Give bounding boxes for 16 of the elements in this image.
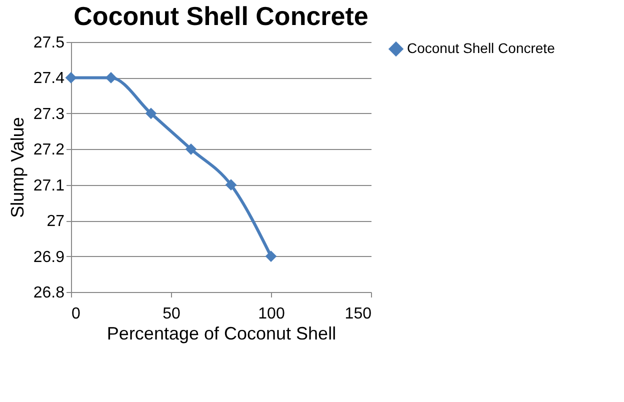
y-tick-label: 27.3 [33, 106, 65, 123]
y-tick-label: 27.5 [33, 34, 65, 52]
chart-title: Coconut Shell Concrete [74, 1, 368, 31]
y-axis-title: Slump Value [7, 117, 28, 218]
x-tick-label: 0 [72, 306, 80, 322]
x-tick-label: 150 [344, 306, 372, 322]
x-tick-label: 100 [258, 306, 285, 322]
y-tick-label: 26.8 [33, 284, 65, 302]
y-tick-label: 27.1 [33, 177, 65, 194]
y-tick-label: 27.2 [33, 142, 65, 159]
legend-label: Coconut Shell Concrete [407, 40, 556, 56]
y-tick-label: 26.9 [33, 248, 65, 266]
y-tick-label: 27 [46, 213, 65, 230]
x-axis-title: Percentage of Coconut Shell [106, 324, 336, 344]
x-tick-label: 50 [162, 306, 180, 322]
y-tick-label: 27.4 [33, 70, 65, 88]
